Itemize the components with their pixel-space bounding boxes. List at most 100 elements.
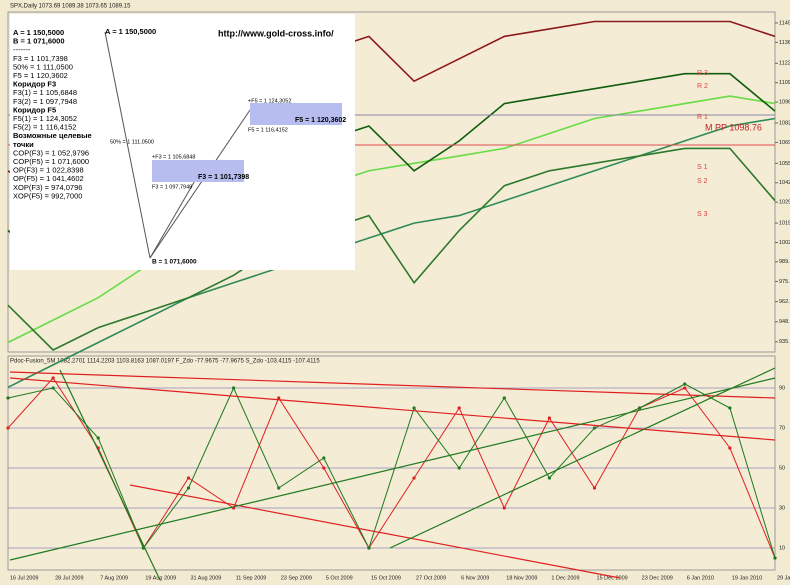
point — [277, 486, 281, 490]
f3-zone — [152, 160, 244, 182]
series-line — [7, 95, 776, 344]
y-tick-label: 935.5 — [779, 339, 790, 345]
pivot-labels: R 3 R 2 R 1 S 1 S 2 S 3 — [697, 70, 708, 218]
info-box-bg — [10, 14, 355, 270]
info-line: A = 1 150,5000 — [13, 28, 64, 37]
f3-bottom: F3 = 1 097,7948 — [152, 184, 192, 190]
y-tick-label: 948.9 — [779, 319, 790, 325]
info-line: B = 1 071,6000 — [13, 37, 65, 46]
y-tick-label: 1096 — [779, 100, 790, 106]
point — [457, 466, 461, 470]
y-tick-label: 30 — [779, 505, 785, 511]
point — [367, 546, 371, 550]
mid-label: 50% = 1 111,0500 — [110, 139, 154, 145]
y-tick-label: 975.9 — [779, 279, 790, 285]
x-tick-label: 5 Oct 2009 — [326, 575, 353, 581]
y-tick-label: 70 — [779, 425, 785, 431]
x-tick-label: 23 Dec 2009 — [642, 575, 673, 581]
point — [547, 416, 552, 420]
point — [322, 466, 326, 470]
fib-line — [149, 109, 251, 259]
info-line: COP(F5) = 1 071,6000 — [13, 157, 89, 166]
info-line: ------- — [13, 45, 31, 54]
fib-line — [104, 31, 151, 259]
url: http://www.gold-cross.info/ — [218, 28, 334, 38]
point — [6, 396, 10, 400]
series-line — [7, 117, 776, 389]
x-tick-label: 16 Jul 2009 — [10, 575, 38, 581]
symbol-header: SPX,Daily 1073.69 1089.38 1073.65 1089.1… — [10, 4, 131, 10]
info-line: COP(F3) = 1 052,9796 — [13, 148, 89, 157]
y-tick-label: 1042 — [779, 180, 790, 186]
x-tick-label: 27 Oct 2009 — [416, 575, 446, 581]
point — [638, 406, 642, 410]
info-line: F3(2) = 1 097,7948 — [13, 97, 77, 106]
point — [6, 426, 10, 430]
point — [277, 396, 281, 400]
trend-line — [9, 377, 776, 441]
pivot-tag: S 3 — [697, 211, 708, 218]
point — [457, 406, 461, 410]
point — [412, 476, 416, 480]
f3-label: F3 = 1 101,7398 — [198, 174, 249, 181]
fib-line — [149, 171, 201, 259]
info-line: OP(F3) = 1 022,8398 — [13, 166, 84, 175]
trend-line — [9, 377, 776, 561]
f5-label: F5 = 1 120,3602 — [295, 117, 346, 124]
info-line: точки — [13, 140, 34, 149]
info-line: 50% = 1 111,0500 — [13, 62, 73, 71]
x-tick-label: 15 Oct 2009 — [371, 575, 401, 581]
series-line — [7, 147, 776, 351]
point — [683, 382, 687, 386]
x-tick-label: 19 Jan 2010 — [732, 575, 762, 581]
trend-line — [9, 371, 776, 399]
x-tick-label: 18 Nov 2009 — [506, 575, 537, 581]
trend-lines — [9, 367, 776, 581]
pivot-tag: R 1 — [697, 114, 708, 121]
x-tick-label: 28 Jul 2009 — [55, 575, 83, 581]
y-tick-label: 962.4 — [779, 299, 790, 305]
y-tick-label: 1015 — [779, 221, 790, 227]
trend-line — [59, 369, 161, 581]
f5-zone — [250, 103, 342, 125]
info-line: F5(1) = 1 124,3052 — [13, 114, 77, 123]
trend-line — [389, 367, 776, 549]
info-line: XOP(F3) = 974,0796 — [13, 183, 82, 192]
pivot-tag: R 3 — [697, 70, 708, 77]
x-tick-label: 19 Aug 2009 — [145, 575, 176, 581]
info-line: Коридор F3 — [13, 80, 56, 89]
point — [231, 386, 236, 390]
oscillator-header: Pdoc-Fusion_5M 1082.2701 1114.2203 1103.… — [10, 359, 320, 365]
x-tick-label: 15 Dec 2009 — [597, 575, 628, 581]
point — [412, 406, 416, 410]
point-b: B = 1 071,6000 — [152, 259, 197, 266]
y-tick-label: 1069 — [779, 140, 790, 146]
info-line: Возможные целевые — [13, 131, 92, 140]
point — [728, 446, 732, 450]
x-tick-label: 29 Jan 2010 — [777, 575, 790, 581]
trend-line — [129, 484, 621, 579]
x-tick-label: 1 Dec 2009 — [551, 575, 579, 581]
f5-bottom: F5 = 1 116,4152 — [248, 127, 288, 133]
y-tick-label: 1029 — [779, 200, 790, 206]
point — [728, 406, 732, 410]
y-tick-label: 1122 — [779, 61, 790, 67]
info-line: F5 = 1 120,3602 — [13, 71, 68, 80]
pivot-tag: S 1 — [697, 164, 708, 171]
x-tick-label: 7 Aug 2009 — [100, 575, 128, 581]
pivot-label: M PP 1098.76 — [705, 122, 762, 132]
y-tick-label: 1055 — [779, 161, 790, 167]
info-line: Коридор F5 — [13, 105, 56, 114]
f3-top: +F3 = 1 105,6848 — [152, 154, 195, 160]
point-a: A = 1 150,5000 — [105, 27, 156, 36]
point — [502, 506, 506, 510]
point — [51, 386, 55, 390]
point — [547, 476, 552, 480]
x-tick-label: 6 Jan 2010 — [687, 575, 714, 581]
f5-top: +F5 = 1 124,3052 — [248, 98, 291, 104]
point — [96, 436, 100, 440]
y-tick-label: 1082 — [779, 120, 790, 126]
